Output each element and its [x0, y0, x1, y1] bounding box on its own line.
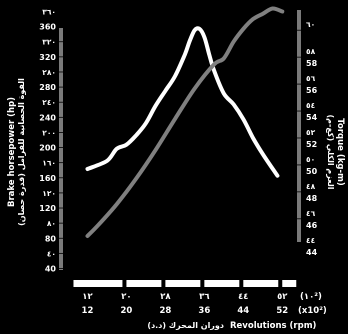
x-tick-label-ar-44: ٤٤	[238, 292, 248, 302]
x-tick-label-ar-36: ٣٦	[199, 292, 209, 302]
right-tick-label-ar-52: ٥٢	[306, 128, 316, 137]
left-tick-label-40: 40	[45, 264, 57, 273]
left-tick-label-160: 160	[39, 174, 56, 183]
x-tick-label-ar-12: ١٢	[82, 292, 93, 302]
left-tick-label-80: 80	[45, 234, 57, 243]
x-axis-bar-44	[243, 280, 279, 287]
left-axis-band	[59, 28, 63, 270]
right-tick-label-ar-46: ٤٦	[306, 209, 316, 218]
right-tick-label-ar-60: ٦٠	[306, 20, 315, 29]
right-axis-label-ar: العزم الكلي (كغ-م)	[326, 114, 335, 189]
horsepower-curve	[85, 6, 285, 238]
x-unit-en: (x10²)	[298, 306, 327, 316]
x-axis-bar-20	[126, 280, 162, 287]
x-axis-bar-52	[282, 280, 297, 287]
right-tick-label-ar-56: ٥٦	[306, 74, 316, 83]
x-axis-label-ar: دوران المحرك (د.د)	[147, 321, 224, 330]
right-tick-label-ar-44: ٤٤	[306, 236, 315, 245]
right-tick-label-ar-48: ٤٨	[306, 182, 316, 191]
left-tick-label-ar-280: ٢٨٠	[42, 68, 56, 77]
left-tick-label-360: 360	[39, 23, 56, 32]
x-tick-label-20: 20	[121, 306, 133, 316]
left-tick-label-240: 240	[39, 113, 56, 122]
left-tick-label-320: 320	[39, 53, 56, 62]
x-tick-label-52: 52	[276, 306, 288, 316]
x-tick-label-ar-52: ٥٢	[277, 292, 288, 302]
x-axis-bar-28	[165, 280, 201, 287]
torque-curve	[85, 26, 280, 178]
x-axis-bar-12	[73, 280, 123, 287]
left-tick-label-ar-200: ٢٠٠	[42, 128, 56, 137]
left-tick-label-ar-160: ١٦٠	[42, 159, 56, 168]
x-tick-label-44: 44	[237, 306, 249, 316]
x-axis-bar-36	[204, 280, 240, 287]
left-tick-label-200: 200	[39, 144, 56, 153]
x-tick-label-12: 12	[82, 306, 94, 316]
left-tick-label-ar-120: ١٢٠	[42, 189, 56, 198]
left-tick-label-ar-360: ٣٦٠	[42, 8, 56, 17]
right-tick-label-44: 44	[306, 248, 318, 257]
left-tick-label-ar-320: ٣٢٠	[42, 38, 56, 47]
left-tick-label-280: 280	[39, 83, 56, 92]
x-tick-label-36: 36	[198, 306, 210, 316]
right-axis-band	[297, 10, 301, 242]
left-tick-label-120: 120	[39, 204, 56, 213]
left-tick-label-ar-240: ٢٤٠	[42, 98, 56, 107]
x-tick-label-28: 28	[159, 306, 171, 316]
right-tick-label-52: 52	[306, 140, 317, 149]
x-tick-label-ar-20: ٢٠	[121, 292, 131, 302]
right-tick-label-48: 48	[306, 194, 318, 203]
left-axis-label-ar: القوة الحصانية للفرامل (قدرة حصان)	[17, 78, 26, 226]
right-tick-label-50: 50	[306, 167, 318, 176]
right-tick-label-56: 56	[306, 86, 318, 95]
x-axis-label-en: Revolutions (rpm)	[230, 321, 317, 331]
right-tick-label-ar-58: ٥٨	[306, 47, 316, 56]
x-tick-label-ar-28: ٢٨	[160, 292, 171, 302]
right-tick-label-54: 54	[306, 113, 318, 122]
left-axis-label-en: Brake horsepower (hp)	[7, 97, 17, 207]
left-tick-label-ar-80: ٨٠	[47, 219, 56, 228]
left-tick-label-ar-40: ٤٠	[47, 249, 56, 258]
x-unit-ar: (١٠²)	[300, 292, 322, 302]
right-axis-label-en: Torque (kg-m)	[335, 118, 345, 186]
right-tick-label-46: 46	[306, 221, 318, 230]
right-tick-label-ar-50: ٥٠	[306, 155, 315, 164]
right-tick-label-ar-54: ٥٤	[306, 101, 315, 110]
right-tick-label-58: 58	[306, 59, 318, 68]
